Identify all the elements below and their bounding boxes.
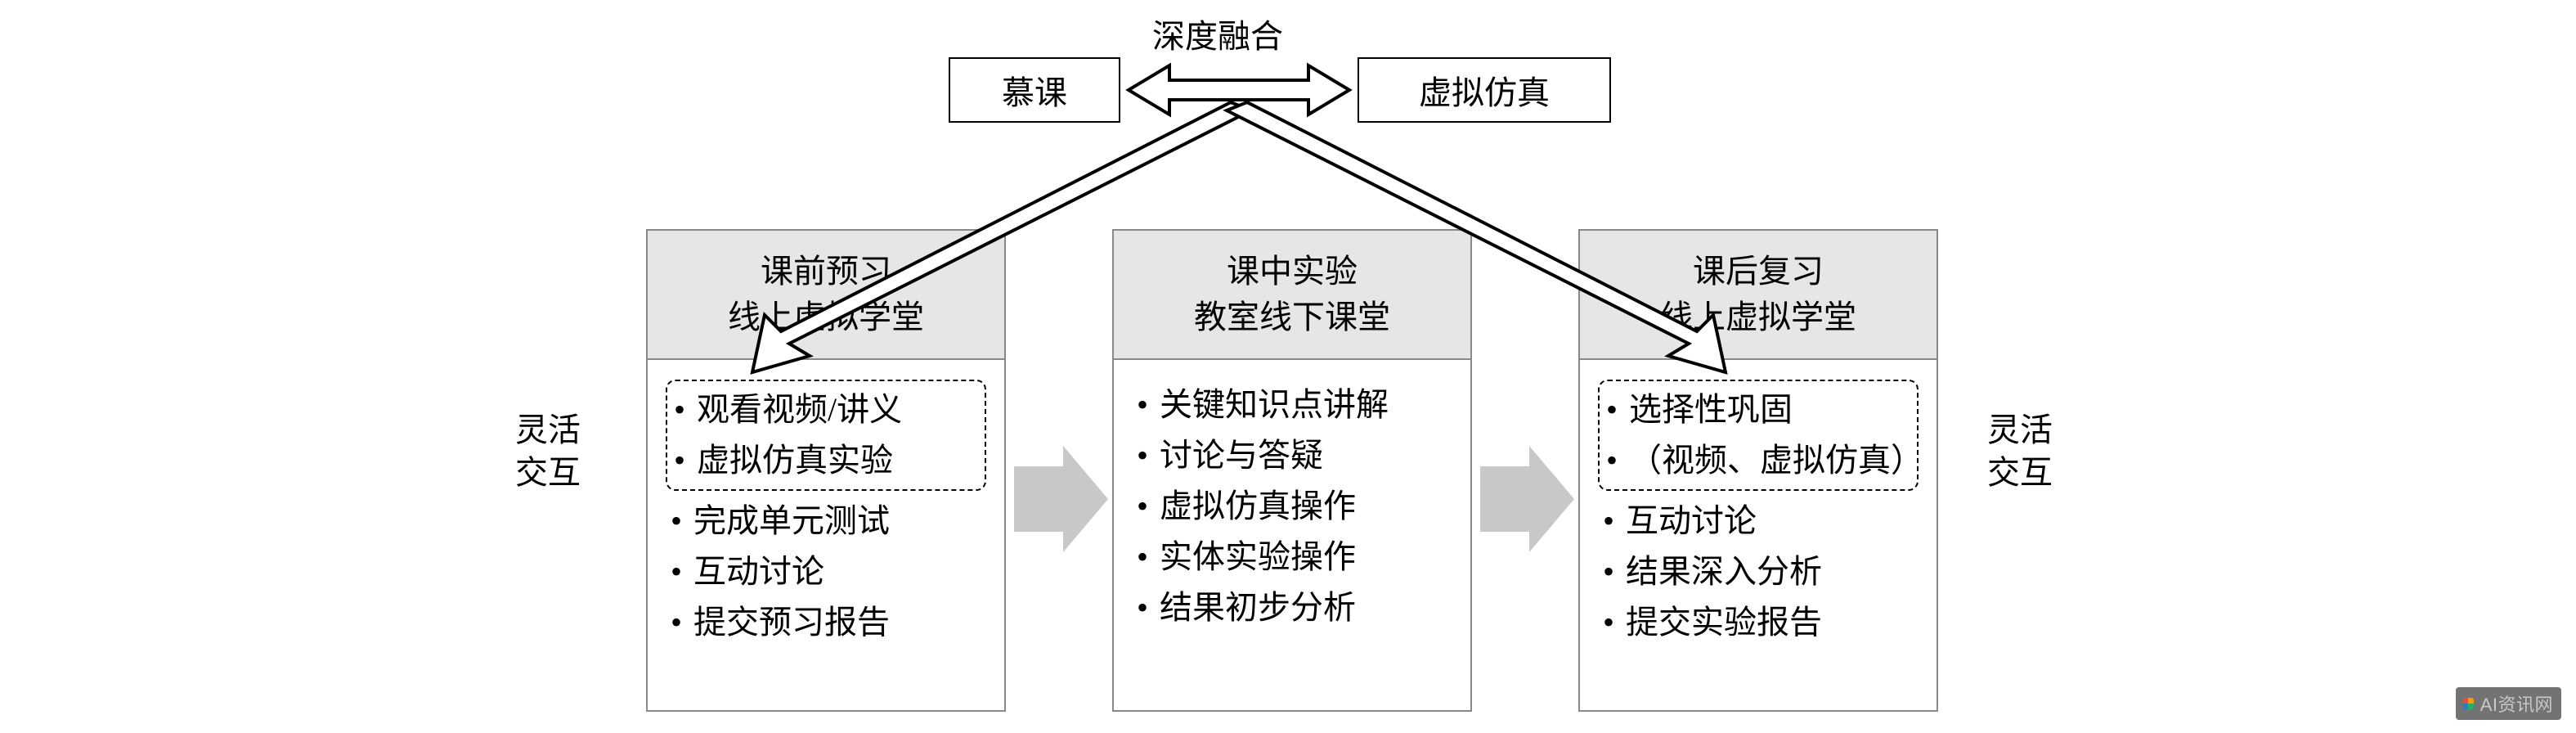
panel-mid: 课中实验 教室线下课堂 关键知识点讲解 讨论与答疑 虚拟仿真操作 实体实验操作 … bbox=[1112, 229, 1472, 712]
top-box-vsim-label: 虚拟仿真 bbox=[1419, 66, 1550, 114]
panel-pre: 课前预习 线上虚拟学堂 观看视频/讲义 虚拟仿真实验 完成单元测试 互动讨论 提… bbox=[646, 229, 1006, 712]
panel-pre-header: 课前预习 线上虚拟学堂 bbox=[648, 231, 1004, 360]
side-label-right-2: 交互 bbox=[1987, 454, 2053, 491]
step-arrow-1-icon bbox=[1014, 446, 1108, 552]
panel-mid-body: 关键知识点讲解 讨论与答疑 虚拟仿真操作 实体实验操作 结果初步分析 bbox=[1114, 360, 1470, 650]
list-item: 提交实验报告 bbox=[1598, 597, 1919, 648]
panel-mid-h1: 课中实验 bbox=[1227, 253, 1358, 290]
panel-pre-dashed: 观看视频/讲义 虚拟仿真实验 bbox=[666, 380, 986, 491]
panel-post-h1: 课后复习 bbox=[1693, 253, 1824, 290]
list-item: 选择性巩固 bbox=[1601, 384, 1915, 435]
side-label-right: 灵活 交互 bbox=[1987, 409, 2061, 494]
list-item: 结果初步分析 bbox=[1132, 582, 1452, 633]
panel-post: 课后复习 线上虚拟学堂 选择性巩固 （视频、虚拟仿真） 互动讨论 结果深入分析 … bbox=[1578, 229, 1938, 712]
side-label-left-2: 交互 bbox=[515, 454, 581, 491]
list-item: 观看视频/讲义 bbox=[669, 384, 983, 435]
list-item: 实体实验操作 bbox=[1132, 532, 1452, 582]
panel-pre-h2: 线上虚拟学堂 bbox=[728, 299, 924, 335]
side-label-left-1: 灵活 bbox=[515, 411, 581, 448]
list-item: 虚拟仿真操作 bbox=[1132, 481, 1452, 532]
double-arrow-icon bbox=[1129, 65, 1349, 115]
list-item: 讨论与答疑 bbox=[1132, 430, 1452, 481]
list-item: 结果深入分析 bbox=[1598, 546, 1919, 597]
panel-post-h2: 线上虚拟学堂 bbox=[1660, 299, 1856, 335]
list-item: 完成单元测试 bbox=[666, 496, 986, 546]
watermark: AI资讯网 bbox=[2456, 687, 2561, 720]
list-item: 互动讨论 bbox=[1598, 496, 1919, 546]
top-box-mooc-label: 慕课 bbox=[1002, 66, 1067, 114]
panel-post-header: 课后复习 线上虚拟学堂 bbox=[1580, 231, 1936, 360]
list-item: （视频、虚拟仿真） bbox=[1601, 435, 1915, 486]
side-label-right-1: 灵活 bbox=[1987, 411, 2053, 448]
list-item: 虚拟仿真实验 bbox=[669, 435, 983, 486]
panel-mid-header: 课中实验 教室线下课堂 bbox=[1114, 231, 1470, 360]
panel-pre-h1: 课前预习 bbox=[761, 253, 891, 290]
panel-pre-body: 观看视频/讲义 虚拟仿真实验 完成单元测试 互动讨论 提交预习报告 bbox=[648, 360, 1004, 664]
panel-post-dashed: 选择性巩固 （视频、虚拟仿真） bbox=[1598, 380, 1919, 491]
list-item: 关键知识点讲解 bbox=[1132, 380, 1452, 430]
list-item: 互动讨论 bbox=[666, 546, 986, 597]
step-arrow-2-icon bbox=[1480, 446, 1574, 552]
diagram-canvas: 深度融合 慕课 虚拟仿真 灵活 交互 灵活 交互 课前预习 线上虚拟学堂 观看视… bbox=[0, 0, 2576, 733]
panel-post-body: 选择性巩固 （视频、虚拟仿真） 互动讨论 结果深入分析 提交实验报告 bbox=[1580, 360, 1936, 664]
list-item: 提交预习报告 bbox=[666, 597, 986, 648]
side-label-left: 灵活 交互 bbox=[515, 409, 589, 494]
top-fusion-label: 深度融合 bbox=[1152, 10, 1283, 57]
panel-mid-h2: 教室线下课堂 bbox=[1194, 299, 1390, 335]
top-box-vsim: 虚拟仿真 bbox=[1358, 57, 1611, 123]
top-box-mooc: 慕课 bbox=[949, 57, 1120, 123]
